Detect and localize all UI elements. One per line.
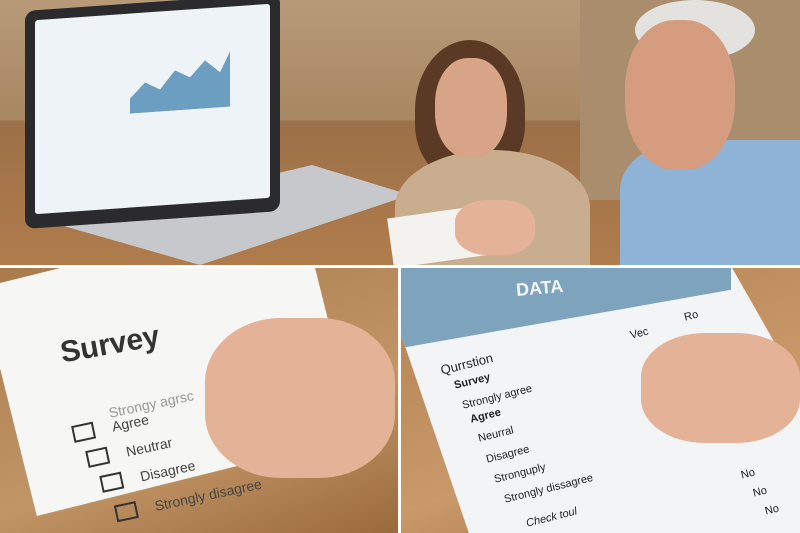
table-row: Survey — [453, 371, 492, 392]
data-sheet-photo: DATA Vec Ro Qurrstion Survey Strongly ag… — [401, 268, 800, 533]
table-row: Neurral — [477, 424, 515, 445]
laptop-screen — [25, 0, 280, 229]
survey-photo: Survey Strongy agrsc Agree Neutrar Disag… — [0, 268, 398, 533]
column-header: Ro — [683, 308, 700, 324]
table-row: Stronguply — [493, 461, 547, 486]
footer-label: Check toul — [525, 505, 579, 530]
table-row: Agree — [469, 406, 503, 426]
table-row: Disagree — [485, 443, 531, 466]
hand-with-pen — [205, 318, 395, 478]
hand-with-pen — [455, 200, 535, 255]
data-title: DATA — [515, 275, 565, 301]
column-header: Vec — [629, 325, 650, 342]
meeting-photo — [0, 0, 800, 265]
screen-area-chart — [130, 51, 230, 114]
hand-with-pen — [641, 333, 800, 443]
checkbox[interactable] — [113, 501, 139, 523]
older-man — [600, 0, 800, 265]
